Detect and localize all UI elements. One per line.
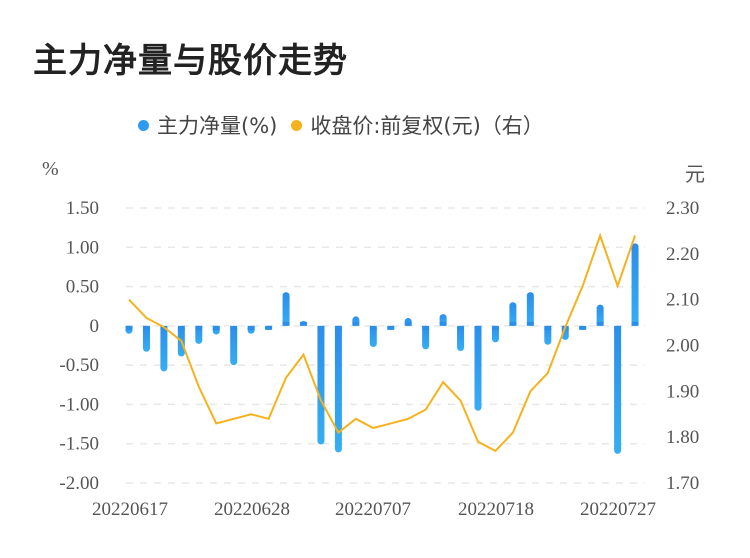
- bar[interactable]: [614, 325, 622, 454]
- bar-base: [352, 321, 360, 326]
- price-line[interactable]: [128, 232, 636, 453]
- x-axis-tick: 20220718: [458, 499, 534, 520]
- bar-base: [631, 321, 639, 326]
- bar[interactable]: [195, 325, 203, 344]
- bar-base: [142, 325, 150, 330]
- x-axis-tick: 20220628: [214, 499, 290, 520]
- bar[interactable]: [457, 325, 465, 351]
- right-axis-tick: 2.30: [666, 198, 699, 219]
- legend-dot-orange-icon: [291, 119, 303, 131]
- bar-base: [195, 325, 203, 330]
- bar-base: [544, 325, 552, 330]
- bar[interactable]: [474, 325, 482, 411]
- bar-base: [526, 321, 534, 326]
- left-axis-tick: -1.00: [59, 394, 99, 415]
- right-axis-tick: 1.80: [666, 427, 699, 448]
- left-axis-tick: 1.50: [66, 198, 99, 219]
- legend-item-close-price[interactable]: 收盘价:前复权(元)（右）: [291, 110, 544, 140]
- x-axis-tick: 20220707: [335, 499, 411, 520]
- bar-base: [334, 325, 342, 330]
- bar-base: [579, 325, 587, 330]
- bar[interactable]: [369, 325, 377, 348]
- bar[interactable]: [491, 325, 499, 343]
- bar-base: [509, 321, 517, 326]
- bar-base: [614, 325, 622, 330]
- x-axis-tick: 20220727: [580, 499, 656, 520]
- right-axis-tick: 2.20: [666, 244, 699, 265]
- bar-base: [369, 325, 377, 330]
- left-axis-tick: 0: [90, 316, 100, 337]
- bar-base: [212, 325, 220, 330]
- legend-label: 主力净量(%): [157, 114, 278, 138]
- left-axis-tick: 1.00: [66, 237, 99, 258]
- right-axis-unit: 元: [685, 162, 705, 186]
- left-axis-tick: 0.50: [66, 277, 99, 298]
- bar-base: [439, 321, 447, 326]
- bar-base: [457, 325, 465, 330]
- x-axis-tick: 20220617: [92, 499, 168, 520]
- legend-dot-blue-icon: [138, 119, 149, 131]
- bar-base: [474, 325, 482, 330]
- bar-base: [300, 321, 307, 326]
- bar[interactable]: [160, 325, 168, 372]
- bar-base: [230, 325, 238, 330]
- bar[interactable]: [422, 325, 430, 350]
- bar-base: [247, 325, 255, 330]
- legend-label: 收盘价:前复权(元)（右）: [310, 114, 544, 138]
- left-axis-tick: -2.00: [59, 473, 99, 494]
- right-axis-tick: 2.10: [666, 290, 699, 311]
- chart-title: 主力净量与股价走势: [33, 41, 348, 81]
- bar-base: [387, 325, 395, 330]
- right-axis-tick: 2.00: [666, 336, 699, 357]
- bar[interactable]: [596, 304, 604, 326]
- right-axis-tick: 1.70: [666, 473, 699, 494]
- left-axis-tick: -1.50: [59, 434, 99, 455]
- bar[interactable]: [526, 292, 534, 326]
- bar[interactable]: [334, 325, 342, 453]
- bar-base: [404, 321, 412, 326]
- bar-base: [491, 325, 499, 330]
- right-axis-tick: 1.90: [666, 381, 699, 402]
- bar[interactable]: [544, 325, 552, 345]
- bar[interactable]: [282, 292, 290, 326]
- bar[interactable]: [631, 243, 639, 326]
- bar[interactable]: [230, 325, 238, 366]
- bar-base: [125, 325, 133, 330]
- bar[interactable]: [317, 325, 325, 445]
- bar-base: [317, 325, 325, 330]
- bar-base: [177, 325, 185, 330]
- left-axis-tick: -0.50: [59, 355, 99, 376]
- bar-base: [422, 325, 430, 330]
- bar[interactable]: [509, 302, 517, 326]
- bar-base: [265, 325, 273, 330]
- bar-base: [282, 321, 290, 326]
- bar[interactable]: [142, 325, 150, 352]
- legend-item-net-flow[interactable]: 主力净量(%): [138, 110, 277, 140]
- bar-base: [596, 321, 604, 326]
- left-axis-unit: %: [42, 158, 59, 180]
- legend: 主力净量(%) 收盘价:前复权(元)（右）: [138, 110, 558, 140]
